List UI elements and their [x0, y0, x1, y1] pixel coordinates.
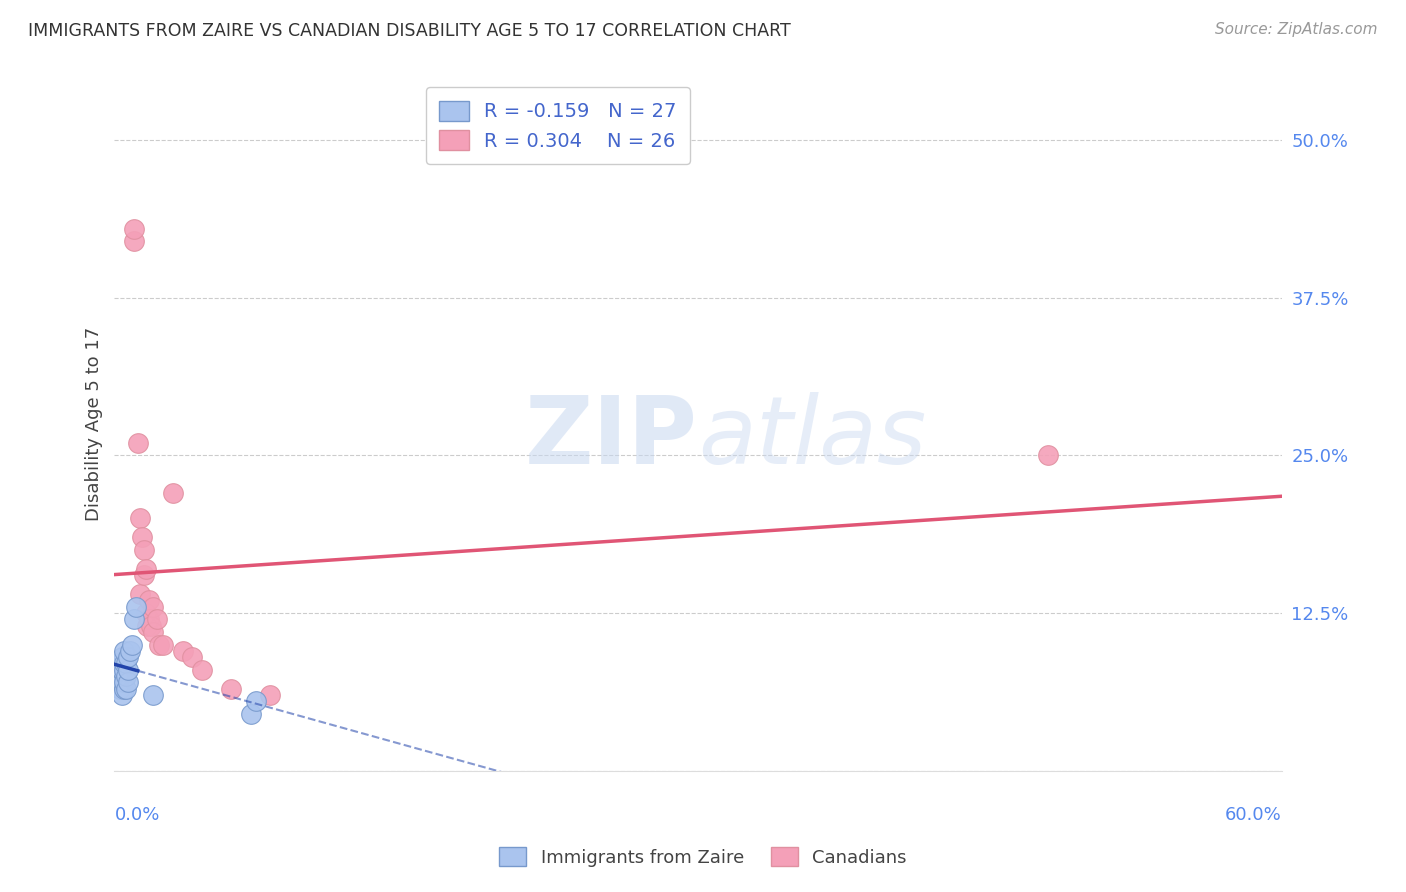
Point — [122, 234, 145, 248]
Point — [111, 663, 134, 677]
Point — [111, 650, 134, 665]
Point — [141, 618, 163, 632]
Point — [181, 650, 204, 665]
Point — [136, 618, 159, 632]
Point — [135, 562, 157, 576]
Point — [162, 486, 184, 500]
Point — [127, 436, 149, 450]
Point — [259, 688, 281, 702]
Point — [122, 221, 145, 235]
Point — [117, 650, 139, 665]
Point — [135, 606, 157, 620]
Text: IMMIGRANTS FROM ZAIRE VS CANADIAN DISABILITY AGE 5 TO 17 CORRELATION CHART: IMMIGRANTS FROM ZAIRE VS CANADIAN DISABI… — [28, 22, 790, 40]
Point — [125, 599, 148, 614]
Point — [239, 706, 262, 721]
Point — [107, 669, 129, 683]
Point — [112, 644, 135, 658]
Point — [110, 669, 132, 683]
Point — [115, 669, 138, 683]
Point — [121, 638, 143, 652]
Text: 0.0%: 0.0% — [114, 805, 160, 824]
Point — [112, 681, 135, 696]
Point — [132, 568, 155, 582]
Point — [146, 612, 169, 626]
Point — [112, 663, 135, 677]
Text: ZIP: ZIP — [526, 392, 697, 483]
Point — [115, 681, 138, 696]
Point — [112, 657, 135, 671]
Point — [131, 530, 153, 544]
Point — [128, 511, 150, 525]
Point — [117, 675, 139, 690]
Point — [118, 644, 141, 658]
Point — [1038, 449, 1060, 463]
Text: atlas: atlas — [697, 392, 927, 483]
Point — [112, 675, 135, 690]
Text: Source: ZipAtlas.com: Source: ZipAtlas.com — [1215, 22, 1378, 37]
Point — [132, 543, 155, 558]
Point — [115, 657, 138, 671]
Point — [152, 638, 174, 652]
Point — [142, 688, 165, 702]
Point — [172, 644, 194, 658]
Point — [107, 657, 129, 671]
Legend: Immigrants from Zaire, Canadians: Immigrants from Zaire, Canadians — [492, 840, 914, 874]
Point — [142, 624, 165, 639]
Point — [117, 663, 139, 677]
Point — [111, 688, 134, 702]
Point — [122, 612, 145, 626]
Point — [110, 657, 132, 671]
Legend: R = -0.159   N = 27, R = 0.304    N = 26: R = -0.159 N = 27, R = 0.304 N = 26 — [426, 87, 690, 164]
Point — [110, 681, 132, 696]
Point — [191, 663, 214, 677]
Point — [219, 681, 242, 696]
Point — [128, 587, 150, 601]
Point — [142, 599, 165, 614]
Point — [138, 612, 160, 626]
Y-axis label: Disability Age 5 to 17: Disability Age 5 to 17 — [86, 326, 103, 521]
Point — [111, 675, 134, 690]
Point — [148, 638, 170, 652]
Text: 60.0%: 60.0% — [1225, 805, 1282, 824]
Point — [138, 593, 160, 607]
Point — [245, 694, 267, 708]
